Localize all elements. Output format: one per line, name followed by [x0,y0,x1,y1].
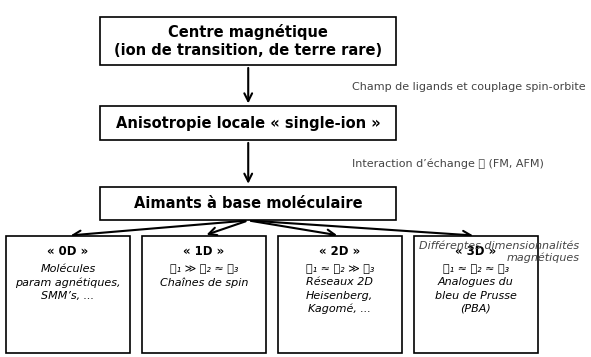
FancyBboxPatch shape [6,236,130,353]
Text: Anisotropie locale « single-ion »: Anisotropie locale « single-ion » [116,116,381,131]
Text: « 2D »: « 2D » [319,245,361,257]
Text: « 3D »: « 3D » [455,245,496,257]
Text: « 0D »: « 0D » [47,245,89,257]
Text: Interaction d’échange 𝒹 (FM, AFM): Interaction d’échange 𝒹 (FM, AFM) [352,159,544,170]
Text: Centre magnétique
(ion de transition, de terre rare): Centre magnétique (ion de transition, de… [114,24,382,58]
FancyBboxPatch shape [414,236,538,353]
FancyBboxPatch shape [100,186,396,220]
FancyBboxPatch shape [278,236,402,353]
FancyBboxPatch shape [100,106,396,140]
Text: 𝒹₁ ≫ 𝒹₂ ≈ 𝒹₃
Chaînes de spin: 𝒹₁ ≫ 𝒹₂ ≈ 𝒹₃ Chaînes de spin [160,264,248,288]
Text: « 1D »: « 1D » [183,245,225,257]
Text: 𝒹₁ ≈ 𝒹₂ ≫ 𝒹₃
Réseaux 2D
Heisenberg,
Kagomé, ...: 𝒹₁ ≈ 𝒹₂ ≫ 𝒹₃ Réseaux 2D Heisenberg, Kago… [306,264,374,315]
Text: 𝒹₁ ≈ 𝒹₂ ≈ 𝒹₃
Analogues du
bleu de Prusse
(PBA): 𝒹₁ ≈ 𝒹₂ ≈ 𝒹₃ Analogues du bleu de Prusse… [435,264,517,314]
Text: Molécules
param agnétiques,
SMM’s, ...: Molécules param agnétiques, SMM’s, ... [15,264,121,301]
Text: Aimants à base moléculaire: Aimants à base moléculaire [134,196,362,211]
FancyBboxPatch shape [142,236,266,353]
Text: Différentes dimensionnalités
magnétiques: Différentes dimensionnalités magnétiques [419,241,579,263]
FancyBboxPatch shape [100,17,396,65]
Text: Champ de ligands et couplage spin-orbite: Champ de ligands et couplage spin-orbite [352,82,585,92]
